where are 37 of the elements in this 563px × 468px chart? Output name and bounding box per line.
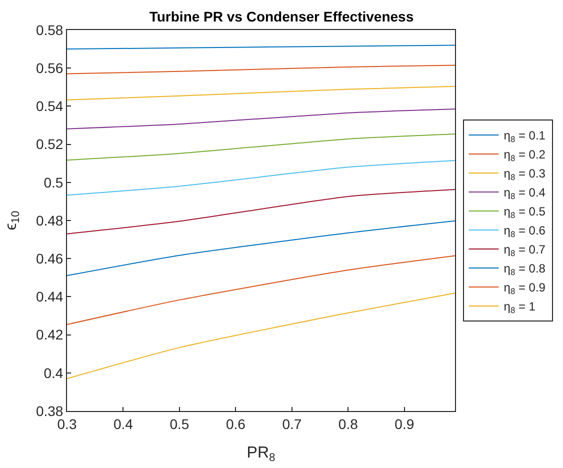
line-series (67, 220, 455, 276)
line-series (67, 160, 455, 196)
legend-label: η$_{8}$ = 0.5 (504, 204, 546, 220)
legend-label: η$_{8}$ = 0.6 (504, 224, 546, 240)
y-tick-label: 0.56 (36, 60, 64, 76)
y-tick-label: 0.4 (44, 364, 64, 381)
legend-label: η$_{8}$ = 1 (504, 300, 536, 316)
y-tick-label: 0.5 (44, 174, 64, 190)
legend-label: η$_{8}$ = 0.1 (504, 128, 546, 144)
y-tick-label: 0.42 (36, 326, 64, 343)
x-axis-title: PR$_{8}$ (246, 444, 276, 464)
y-tick-label: 0.44 (36, 288, 64, 305)
legend-label: η$_{8}$ = 0.9 (504, 280, 546, 296)
x-tick-label: 0.8 (338, 416, 358, 432)
y-tick-label: 0.46 (36, 250, 64, 266)
chart-title: Turbine PR vs Condenser Effectiveness (149, 8, 414, 24)
y-tick-label: 0.48 (36, 212, 64, 228)
y-tick-label: 0.58 (36, 22, 64, 38)
line-series (67, 64, 455, 74)
legend-label: η$_{8}$ = 0.2 (504, 148, 546, 164)
line-series (67, 188, 455, 234)
legend-label: η$_{8}$ = 0.7 (504, 242, 546, 258)
x-tick-label: 0.7 (282, 416, 302, 432)
y-tick-label: 0.54 (36, 98, 64, 114)
line-series (67, 255, 455, 326)
line-series (67, 108, 455, 130)
line-series (67, 292, 455, 380)
x-tick-label: 0.6 (226, 416, 246, 432)
legend-label: η$_{8}$ = 0.8 (504, 262, 546, 278)
x-tick-label: 0.9 (394, 416, 414, 432)
y-tick-label: 0.52 (36, 136, 64, 152)
x-tick-label: 0.5 (170, 416, 190, 432)
legend-label: η$_{8}$ = 0.3 (504, 166, 546, 182)
line-series (67, 86, 455, 100)
x-tick-label: 0.4 (113, 416, 134, 432)
legend-label: η$_{8}$ = 0.4 (504, 186, 546, 202)
line-series (67, 134, 455, 161)
